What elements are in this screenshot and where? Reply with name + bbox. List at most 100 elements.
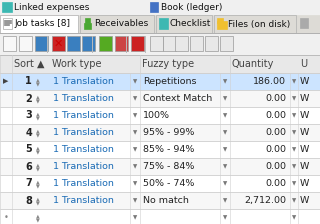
Text: W: W xyxy=(300,179,309,188)
Bar xyxy=(214,15,296,33)
Bar xyxy=(150,36,163,51)
Bar xyxy=(3,36,16,51)
Text: 3: 3 xyxy=(25,110,32,121)
Text: ▼: ▼ xyxy=(36,81,40,86)
Bar xyxy=(0,158,320,175)
Bar xyxy=(163,36,176,51)
Text: ▼: ▼ xyxy=(292,113,296,118)
Text: ▼: ▼ xyxy=(133,130,137,135)
Text: ▼: ▼ xyxy=(133,79,137,84)
Text: ▶: ▶ xyxy=(3,78,9,84)
Text: ▲: ▲ xyxy=(36,111,40,116)
Text: ▼: ▼ xyxy=(223,113,227,118)
Text: W: W xyxy=(300,111,309,120)
Text: ▼: ▼ xyxy=(223,130,227,135)
Text: ✕: ✕ xyxy=(53,39,63,49)
Text: ▼: ▼ xyxy=(133,96,137,101)
Text: 1 Translation: 1 Translation xyxy=(53,162,114,171)
Text: ↓: ↓ xyxy=(83,39,93,49)
Text: ▼: ▼ xyxy=(36,200,40,205)
Text: 0.00: 0.00 xyxy=(265,162,286,171)
Text: Quantity: Quantity xyxy=(232,59,274,69)
Text: ▼: ▼ xyxy=(133,164,137,169)
Text: 0.00: 0.00 xyxy=(265,111,286,120)
Text: ▼: ▼ xyxy=(133,147,137,152)
Text: 0.00: 0.00 xyxy=(265,128,286,137)
Bar xyxy=(0,55,320,73)
Bar xyxy=(217,18,223,23)
Text: Book (ledger): Book (ledger) xyxy=(161,3,222,12)
Text: Repetitions: Repetitions xyxy=(143,77,196,86)
Bar xyxy=(4,20,11,22)
Bar xyxy=(82,36,95,51)
Text: U: U xyxy=(300,59,307,69)
Bar xyxy=(52,36,65,51)
Text: Linked expenses: Linked expenses xyxy=(14,3,89,12)
Bar xyxy=(190,36,203,51)
Bar xyxy=(0,15,320,33)
Text: ▼: ▼ xyxy=(223,147,227,152)
Bar xyxy=(0,124,320,141)
Text: ▲: ▲ xyxy=(36,213,40,218)
Text: 7: 7 xyxy=(25,179,32,189)
Bar xyxy=(0,107,320,124)
Text: W: W xyxy=(300,77,309,86)
Bar xyxy=(2,2,12,12)
Bar xyxy=(175,36,188,51)
Bar xyxy=(156,15,212,33)
Text: 2,712.00: 2,712.00 xyxy=(244,196,286,205)
Bar xyxy=(3,18,12,29)
Text: 2: 2 xyxy=(25,93,32,103)
Text: 6: 6 xyxy=(25,162,32,172)
Text: ▼: ▼ xyxy=(223,181,227,186)
Text: ▲: ▲ xyxy=(36,128,40,133)
Text: ▼: ▼ xyxy=(292,181,296,186)
Text: W: W xyxy=(300,94,309,103)
Text: 0.00: 0.00 xyxy=(265,179,286,188)
Bar xyxy=(217,21,227,29)
Text: ▼: ▼ xyxy=(292,96,296,101)
Text: ▼: ▼ xyxy=(36,132,40,137)
Text: ▼: ▼ xyxy=(223,79,227,84)
Text: Context Match: Context Match xyxy=(143,94,212,103)
Bar xyxy=(0,192,320,209)
Text: ▼: ▼ xyxy=(292,198,296,203)
Text: ▲: ▲ xyxy=(36,196,40,201)
Text: ▲: ▲ xyxy=(36,162,40,167)
Bar xyxy=(131,36,144,51)
Bar xyxy=(0,33,320,55)
Text: No match: No match xyxy=(143,196,189,205)
Text: ▲: ▲ xyxy=(36,179,40,184)
Text: 1 Translation: 1 Translation xyxy=(53,179,114,188)
Text: ▼: ▼ xyxy=(36,166,40,171)
Text: ▼: ▼ xyxy=(133,181,137,186)
Bar xyxy=(4,22,11,24)
Text: ▼: ▼ xyxy=(223,198,227,203)
Text: 100%: 100% xyxy=(143,111,170,120)
Text: ▲: ▲ xyxy=(36,77,40,82)
Bar xyxy=(19,36,32,51)
Text: 1 Translation: 1 Translation xyxy=(53,94,114,103)
Text: 85% - 94%: 85% - 94% xyxy=(143,145,194,154)
Bar xyxy=(0,175,320,192)
Bar xyxy=(4,24,9,26)
Text: 0.00: 0.00 xyxy=(265,145,286,154)
Bar xyxy=(35,36,48,51)
Text: ▼: ▼ xyxy=(133,198,137,203)
Text: ▼: ▼ xyxy=(292,215,296,220)
Text: ▼: ▼ xyxy=(133,215,137,220)
Text: 1 Translation: 1 Translation xyxy=(53,77,114,86)
Text: 1 Translation: 1 Translation xyxy=(53,145,114,154)
Text: 4: 4 xyxy=(25,127,32,138)
Text: ▼: ▼ xyxy=(36,115,40,120)
Text: ▼: ▼ xyxy=(223,164,227,169)
Bar xyxy=(0,209,320,224)
Text: Checklist: Checklist xyxy=(170,19,212,28)
Text: ▼: ▼ xyxy=(36,183,40,188)
Text: 0.00: 0.00 xyxy=(265,94,286,103)
Text: 8: 8 xyxy=(25,196,32,205)
Text: Receivables: Receivables xyxy=(94,19,148,28)
Text: 1 Translation: 1 Translation xyxy=(53,196,114,205)
Text: 75% - 84%: 75% - 84% xyxy=(143,162,194,171)
Text: ▼: ▼ xyxy=(36,98,40,103)
